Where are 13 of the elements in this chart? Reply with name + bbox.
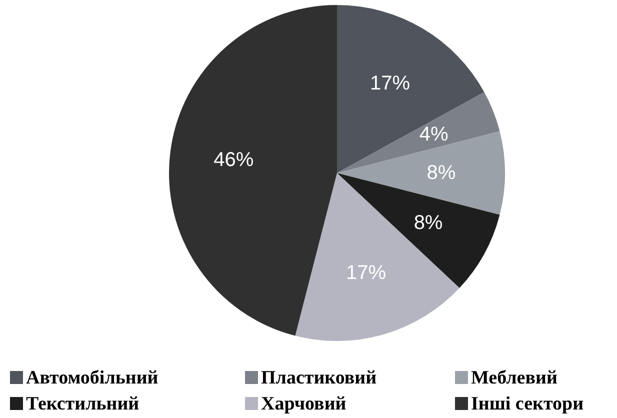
data-label: 4% <box>419 124 449 146</box>
data-label: 17% <box>346 262 386 284</box>
legend-label: Пластиковий <box>261 368 377 388</box>
legend-label: Харчовий <box>261 394 346 414</box>
legend-label: Текстильний <box>26 394 140 414</box>
pie-slice <box>169 5 337 336</box>
data-label: 46% <box>214 148 254 171</box>
legend-label: Автомобільний <box>26 368 158 388</box>
legend-label: Меблевий <box>471 368 558 388</box>
legend-label: Інші сектори <box>471 394 584 414</box>
data-label: 8% <box>426 162 456 184</box>
data-label: 17% <box>370 72 410 94</box>
data-label: 8% <box>414 212 443 234</box>
